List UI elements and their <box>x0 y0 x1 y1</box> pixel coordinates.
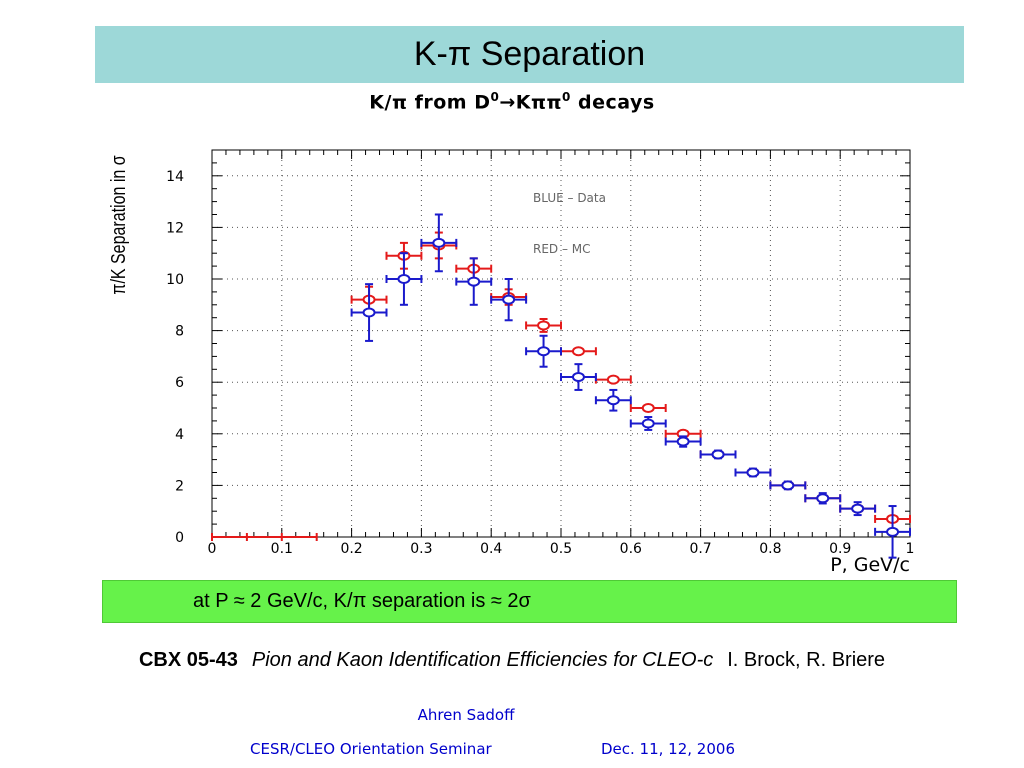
note-text: at P ≈ 2 GeV/c, K/π separation is ≈ 2σ <box>193 590 531 612</box>
x-tick-label: 0.6 <box>620 541 642 557</box>
y-tick-label: 4 <box>175 427 184 443</box>
series-data <box>350 213 911 559</box>
x-tick-label: 0 <box>208 541 217 557</box>
reference-line: CBX 05-43 Pion and Kaon Identification Ef… <box>0 649 1024 672</box>
data-point <box>804 492 842 505</box>
y-tick-label: 0 <box>175 530 184 546</box>
point-marker <box>606 374 620 385</box>
data-point <box>594 374 632 385</box>
series-mc <box>350 231 911 524</box>
reference-authors: I. Brock, R. Briere <box>727 649 886 671</box>
point-marker <box>571 346 585 357</box>
point-marker <box>397 274 411 284</box>
point-marker <box>362 307 376 318</box>
y-tick-label: 14 <box>166 169 184 185</box>
y-tick-label: 6 <box>175 375 184 391</box>
annotation-blue-data: BLUE – Data <box>533 191 606 205</box>
note-box: at P ≈ 2 GeV/c, K/π separation is ≈ 2σ <box>102 580 957 623</box>
series-low-momentum-mc <box>211 533 318 541</box>
y-tick-label: 12 <box>166 220 184 236</box>
point-marker <box>851 503 865 514</box>
chart-title: K/π from D0→Kππ0 decays <box>0 90 1024 113</box>
point-marker <box>537 320 551 331</box>
data-point <box>455 257 493 306</box>
chart-title-part-1: K/π from D <box>369 91 491 114</box>
point-marker <box>606 395 620 406</box>
x-tick-label: 0.9 <box>829 541 851 557</box>
point-marker <box>502 294 516 305</box>
x-tick-label: 0.8 <box>759 541 781 557</box>
y-axis-label: π/K Separation in σ <box>107 155 129 294</box>
plot-frame <box>211 149 911 538</box>
x-tick-label: 0.2 <box>340 541 362 557</box>
x-tick-label: 0.5 <box>550 541 572 557</box>
point-marker <box>537 346 551 357</box>
footer-date: Dec. 11, 12, 2006 <box>601 740 735 758</box>
point-marker <box>467 276 481 287</box>
chart-title-superscript-1: 0 <box>490 90 500 104</box>
annotation-red-mc: RED – MC <box>533 242 591 256</box>
data-point <box>350 283 388 342</box>
point-marker <box>641 418 655 429</box>
data-point <box>385 252 423 306</box>
point-marker <box>886 526 900 537</box>
data-point <box>629 403 667 413</box>
point-marker <box>746 467 760 478</box>
data-point <box>245 533 318 541</box>
data-point <box>734 467 772 478</box>
data-point <box>629 416 667 431</box>
data-point <box>525 334 562 368</box>
x-tick-label: 0.3 <box>410 541 432 557</box>
point-marker <box>676 436 690 447</box>
chart-title-superscript-2: 0 <box>562 90 571 104</box>
data-point <box>560 363 597 391</box>
point-marker <box>571 372 585 383</box>
data-point <box>490 278 528 322</box>
data-point <box>560 346 597 357</box>
data-point <box>420 213 458 273</box>
data-point <box>874 505 911 559</box>
data-point <box>839 501 877 517</box>
reference-title: Pion and Kaon Identification Efficiencie… <box>251 649 714 671</box>
chart-title-part-2: →Kππ <box>499 91 563 114</box>
data-point <box>769 480 807 491</box>
point-marker <box>781 480 795 491</box>
slide-title: K-π Separation <box>413 35 646 73</box>
y-tick-label: 2 <box>175 478 184 494</box>
point-marker <box>641 403 655 413</box>
reference-code: CBX 05-43 <box>138 649 238 671</box>
point-marker <box>432 237 446 248</box>
footer-author: Ahren Sadoff <box>417 706 515 724</box>
x-tick-label: 0.7 <box>689 541 711 557</box>
data-point <box>699 449 737 460</box>
x-tick-label: 1 <box>906 541 915 557</box>
data-point <box>594 388 632 412</box>
point-marker <box>816 493 830 504</box>
chart-title-part-3: decays <box>570 91 655 114</box>
x-tick-label: 0.1 <box>271 541 293 557</box>
data-point <box>525 317 562 333</box>
x-tick-label: 0.4 <box>480 541 502 557</box>
point-marker <box>711 449 725 460</box>
footer-event: CESR/CLEO Orientation Seminar <box>250 740 492 758</box>
x-axis-label: P, GeV/c <box>830 554 910 576</box>
y-tick-label: 10 <box>166 272 184 288</box>
data-point <box>664 435 702 448</box>
slide-title-bar: K-π Separation <box>95 26 964 83</box>
y-tick-label: 8 <box>175 324 184 340</box>
